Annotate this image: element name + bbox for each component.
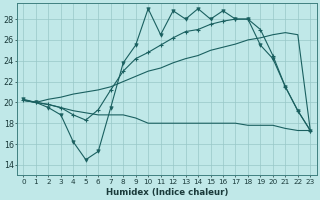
X-axis label: Humidex (Indice chaleur): Humidex (Indice chaleur) [106,188,228,197]
